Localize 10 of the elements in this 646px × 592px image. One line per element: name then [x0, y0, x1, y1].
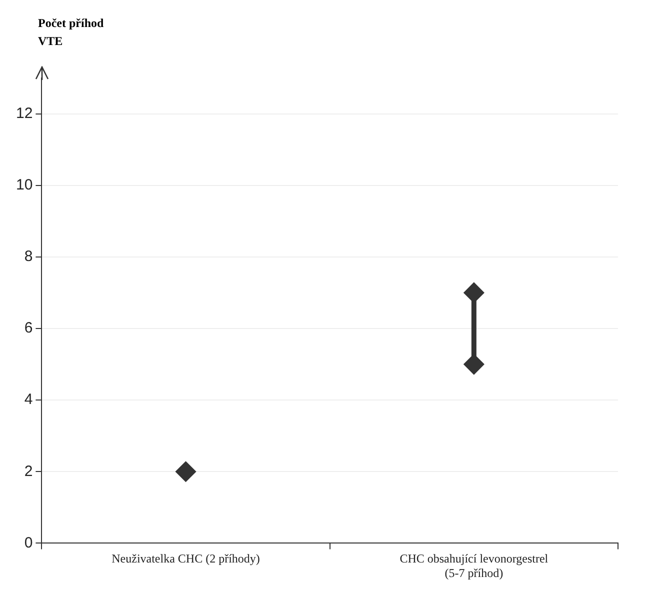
y-tick-label: 8	[24, 248, 33, 266]
y-tick-label: 4	[24, 391, 33, 408]
y-tick-label: 12	[16, 104, 33, 122]
y-tick-label: 2	[24, 462, 33, 480]
y-tick-label: 0	[24, 534, 33, 552]
y-axis-title: Počet příhod VTE	[38, 15, 104, 50]
y-tick-label: 10	[16, 176, 33, 194]
y-tick-label: 6	[24, 320, 33, 337]
x-tick-label: Neuživatelka CHC (2 příhody)	[112, 552, 260, 566]
x-tick-label: CHC obsahující levonorgestrel (5-7 příhod)	[400, 552, 549, 580]
